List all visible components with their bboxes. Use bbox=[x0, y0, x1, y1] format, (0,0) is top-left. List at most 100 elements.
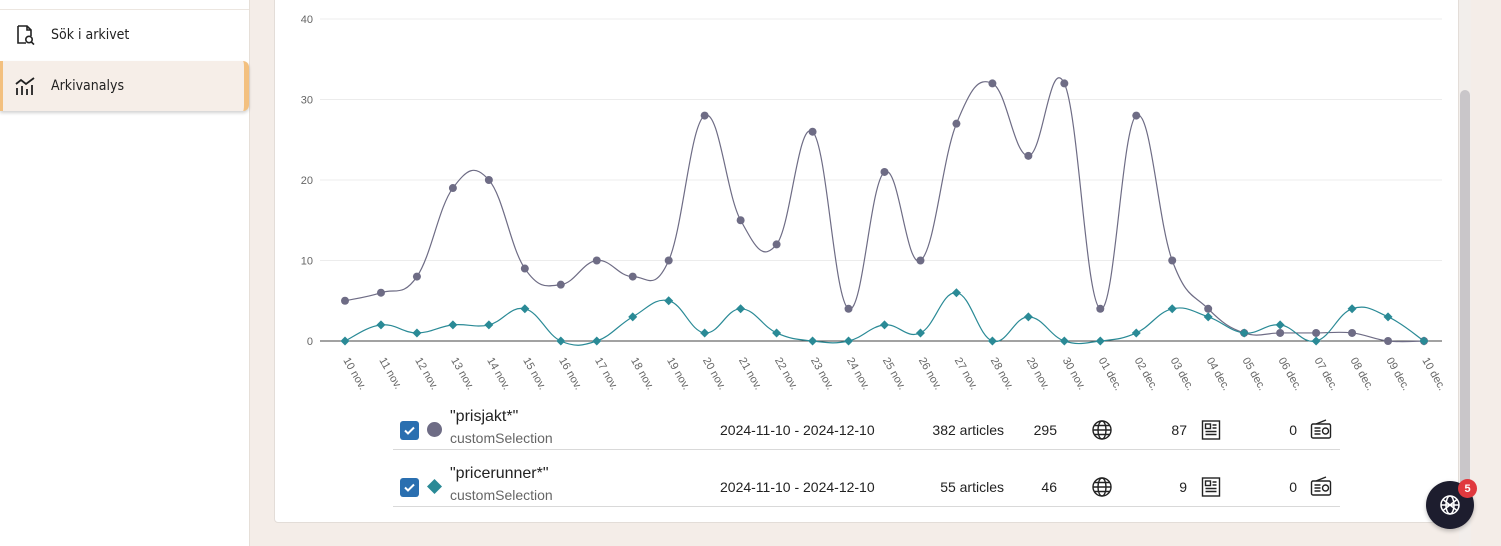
data-point bbox=[1060, 79, 1069, 88]
selection-type: customSelection bbox=[450, 430, 553, 446]
data-point bbox=[772, 240, 781, 249]
data-point bbox=[1204, 304, 1213, 313]
data-point bbox=[916, 256, 925, 265]
x-tick-label: 05 dec. bbox=[1240, 356, 1268, 393]
x-tick-label: 25 nov. bbox=[880, 356, 908, 393]
data-point bbox=[700, 111, 709, 120]
newspaper-icon bbox=[1201, 420, 1221, 440]
data-point bbox=[1024, 151, 1033, 160]
data-point bbox=[880, 167, 889, 176]
x-tick-label: 08 dec. bbox=[1347, 356, 1375, 393]
selection-name: "prisjakt*" bbox=[450, 408, 519, 425]
x-tick-label: 19 nov. bbox=[664, 356, 692, 393]
selection-date-range: 2024-11-10 - 2024-12-10 bbox=[720, 479, 875, 495]
y-tick-label: 10 bbox=[301, 256, 313, 268]
globe-icon bbox=[1092, 477, 1112, 497]
data-point bbox=[628, 272, 637, 281]
data-point bbox=[340, 336, 350, 346]
y-tick-label: 30 bbox=[301, 95, 313, 107]
x-tick-label: 29 nov. bbox=[1024, 356, 1052, 393]
radio-icon bbox=[1310, 419, 1332, 439]
x-tick-label: 01 dec. bbox=[1096, 356, 1124, 393]
data-point bbox=[1167, 304, 1177, 314]
data-point bbox=[1347, 304, 1357, 314]
check-icon bbox=[404, 426, 415, 435]
data-point bbox=[1023, 312, 1033, 322]
x-tick-label: 03 dec. bbox=[1168, 356, 1196, 393]
x-tick-label: 30 nov. bbox=[1060, 356, 1088, 393]
x-tick-label: 12 nov. bbox=[412, 356, 440, 393]
data-point bbox=[952, 119, 961, 128]
data-point bbox=[1419, 336, 1429, 346]
data-point bbox=[1276, 328, 1285, 337]
data-point bbox=[1131, 328, 1141, 338]
data-point bbox=[951, 288, 961, 298]
x-tick-label: 06 dec. bbox=[1276, 356, 1304, 393]
sidebar-item-label: Sök i arkivet bbox=[51, 27, 130, 43]
web-count: 46 bbox=[1041, 479, 1057, 495]
data-point bbox=[736, 304, 746, 314]
scrollbar-thumb[interactable] bbox=[1460, 90, 1470, 522]
x-tick-label: 23 nov. bbox=[808, 356, 836, 393]
data-point bbox=[341, 296, 349, 305]
data-point bbox=[520, 304, 530, 314]
data-point bbox=[376, 320, 386, 330]
web-count: 295 bbox=[1033, 422, 1057, 438]
sidebar: Sök i arkivet Arkivanalys bbox=[0, 0, 250, 546]
x-tick-label: 02 dec. bbox=[1132, 356, 1160, 393]
data-point bbox=[448, 320, 458, 330]
x-tick-label: 28 nov. bbox=[988, 356, 1016, 393]
globe-icon bbox=[1092, 420, 1112, 440]
data-point bbox=[736, 216, 745, 225]
data-point bbox=[987, 336, 997, 346]
network-help-button[interactable] bbox=[1426, 481, 1474, 529]
x-tick-label: 10 nov. bbox=[340, 356, 368, 393]
data-point bbox=[808, 127, 817, 136]
data-point bbox=[1132, 111, 1141, 120]
data-point bbox=[448, 184, 457, 193]
series-pricerunner-line bbox=[344, 292, 1425, 346]
x-tick-label: 21 nov. bbox=[736, 356, 764, 393]
data-point bbox=[412, 272, 421, 281]
data-point bbox=[1275, 320, 1285, 330]
series-checkbox[interactable] bbox=[400, 478, 419, 497]
print-count: 87 bbox=[1171, 422, 1187, 438]
data-point bbox=[1059, 336, 1069, 346]
data-point bbox=[1239, 328, 1249, 338]
line-chart: 0 10 20 30 40 10 nov. 11 nov. 12 nov. 13 nov. 14 … bbox=[301, 14, 1448, 393]
x-tick-label: 20 nov. bbox=[700, 356, 728, 393]
data-point bbox=[628, 312, 638, 322]
article-count: 55 articles bbox=[940, 479, 1004, 495]
series-prisjakt-line bbox=[344, 77, 1425, 343]
data-point bbox=[1095, 336, 1105, 346]
data-point bbox=[1311, 336, 1321, 346]
broadcast-count: 0 bbox=[1289, 479, 1297, 495]
data-point bbox=[700, 328, 710, 338]
diamond-marker-icon bbox=[427, 479, 442, 494]
x-tick-label: 07 dec. bbox=[1312, 356, 1340, 393]
sidebar-item-search-archive[interactable]: Sök i arkivet bbox=[0, 10, 249, 60]
y-tick-label: 40 bbox=[301, 14, 313, 26]
x-tick-label: 18 nov. bbox=[628, 356, 656, 393]
data-point bbox=[844, 304, 853, 313]
data-point bbox=[592, 256, 601, 265]
sidebar-divider bbox=[0, 9, 249, 10]
x-tick-label: 14 nov. bbox=[484, 356, 512, 393]
notification-badge: 5 bbox=[1458, 479, 1477, 498]
data-point bbox=[808, 336, 818, 346]
data-point bbox=[915, 328, 925, 338]
analytics-chart-icon bbox=[14, 75, 36, 97]
sidebar-item-archive-analysis[interactable]: Arkivanalys bbox=[0, 61, 249, 111]
data-point bbox=[880, 320, 889, 330]
data-point bbox=[376, 288, 385, 297]
data-point bbox=[592, 336, 602, 346]
data-point bbox=[412, 328, 422, 338]
newspaper-icon bbox=[1201, 477, 1221, 497]
data-point bbox=[484, 320, 494, 330]
y-tick-label: 20 bbox=[301, 175, 313, 187]
series-checkbox[interactable] bbox=[400, 421, 419, 440]
x-tick-label: 10 dec. bbox=[1419, 356, 1447, 393]
data-point bbox=[664, 296, 674, 306]
selection-row: "pricerunner*" customSelection 2024-11-1… bbox=[393, 451, 1340, 507]
data-point bbox=[1384, 337, 1393, 345]
